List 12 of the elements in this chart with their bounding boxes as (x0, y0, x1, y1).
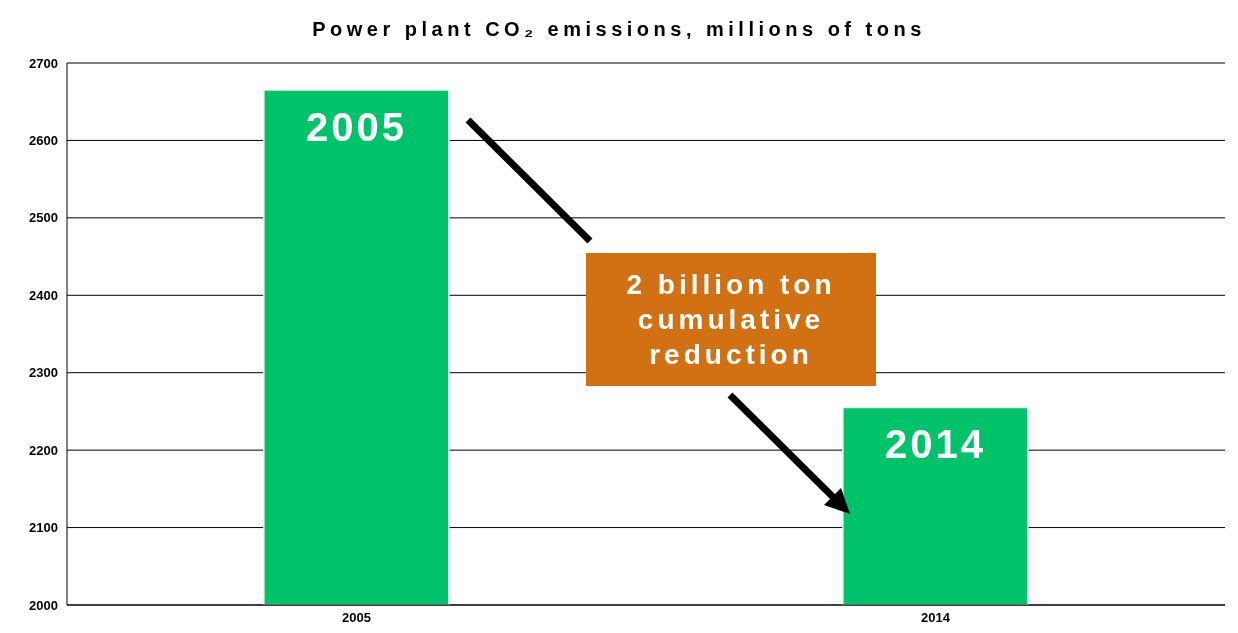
y-tick-label: 2700 (29, 55, 58, 71)
y-tick-label: 2200 (29, 442, 58, 458)
annotation: 2014 (885, 421, 986, 466)
annotation: 2005 (306, 104, 407, 149)
y-tick-label: 2400 (29, 287, 58, 303)
y-tick-label: 2600 (29, 133, 58, 149)
y-tick-label: 2500 (29, 210, 58, 226)
y-tick-label: 2300 (29, 365, 58, 381)
chart-title: Power plant CO₂ emissions, millions of tons (311, 18, 927, 41)
annotation: 2 billion ton cumulative reduction (586, 253, 876, 386)
y-tick-label: 2100 (29, 520, 58, 536)
y-tick-label: 2000 (29, 597, 58, 613)
